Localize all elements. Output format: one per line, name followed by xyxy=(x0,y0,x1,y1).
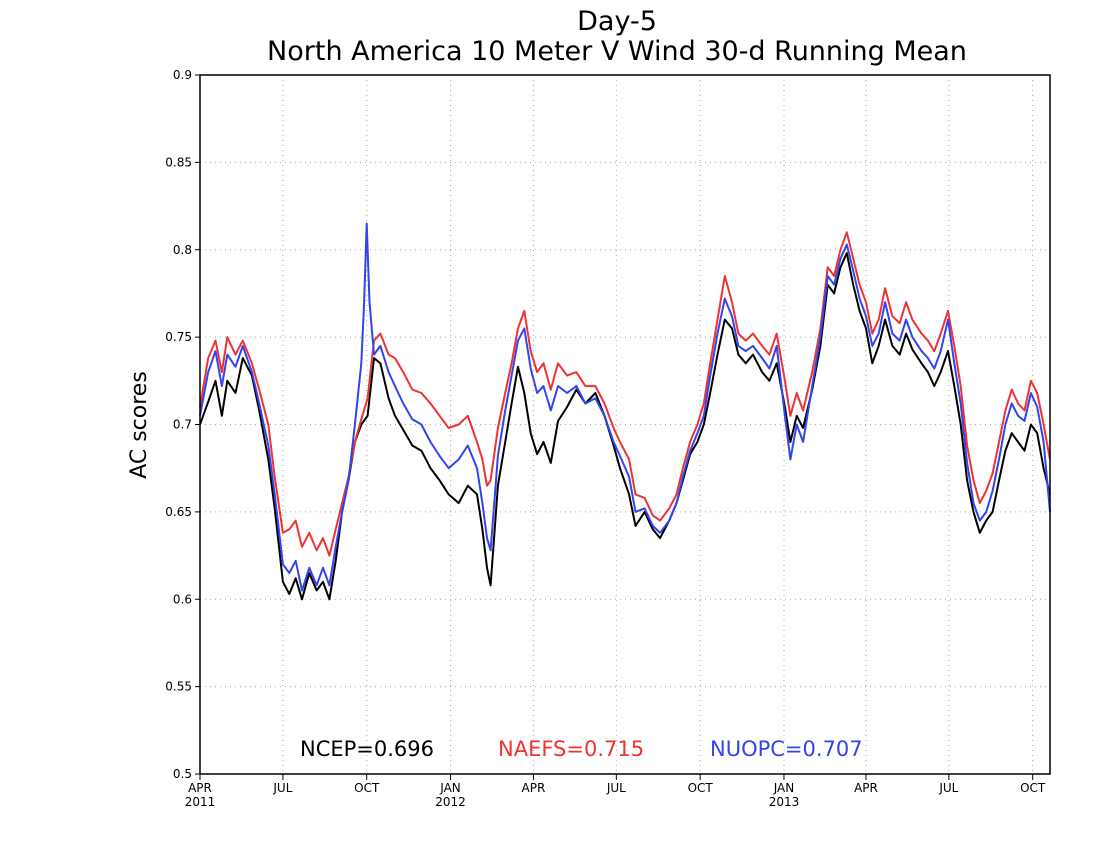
chart-subtitle: North America 10 Meter V Wind 30-d Runni… xyxy=(267,36,967,67)
y-axis: 0.5 0.55 0.6 0.65 0.7 0.75 0.8 0.85 0.9 xyxy=(165,68,200,781)
x-tick-label: JAN xyxy=(439,781,461,795)
x-tick-label: JUL xyxy=(606,781,626,795)
y-tick-label: 0.85 xyxy=(165,155,192,169)
y-tick-label: 0.7 xyxy=(173,418,192,432)
y-tick-label: 0.55 xyxy=(165,680,192,694)
x-tick-label: OCT xyxy=(688,781,714,795)
series-line-ncep xyxy=(199,252,1051,601)
grid xyxy=(200,75,1050,774)
y-axis-label: AC scores xyxy=(127,371,152,479)
legend: NCEP=0.696 NAEFS=0.715 NUOPC=0.707 xyxy=(300,737,863,761)
x-tick-label: OCT xyxy=(354,781,380,795)
x-tick-year-label: 2013 xyxy=(769,795,800,809)
x-tick-label: JAN xyxy=(773,781,795,795)
x-tick-label: APR xyxy=(522,781,546,795)
y-tick-label: 0.8 xyxy=(173,243,192,257)
x-tick-year-label: 2012 xyxy=(435,795,466,809)
x-tick-label: APR xyxy=(188,781,212,795)
series-line-nuopc xyxy=(199,222,1051,592)
y-tick-label: 0.75 xyxy=(165,330,192,344)
y-tick-label: 0.5 xyxy=(173,767,192,781)
y-tick-label: 0.65 xyxy=(165,505,192,519)
x-tick-label: APR xyxy=(854,781,878,795)
x-tick-year-label: 2011 xyxy=(185,795,216,809)
legend-naefs: NAEFS=0.715 xyxy=(498,737,644,761)
series-lines xyxy=(199,222,1051,601)
x-tick-label: JUL xyxy=(938,781,958,795)
chart-title: Day-5 xyxy=(577,6,657,37)
x-tick-label: JUL xyxy=(272,781,292,795)
x-tick-label: OCT xyxy=(1020,781,1046,795)
y-tick-label: 0.6 xyxy=(173,592,192,606)
series-line-naefs xyxy=(199,231,1051,557)
legend-ncep: NCEP=0.696 xyxy=(300,737,434,761)
legend-nuopc: NUOPC=0.707 xyxy=(710,737,863,761)
y-tick-label: 0.9 xyxy=(173,68,192,82)
